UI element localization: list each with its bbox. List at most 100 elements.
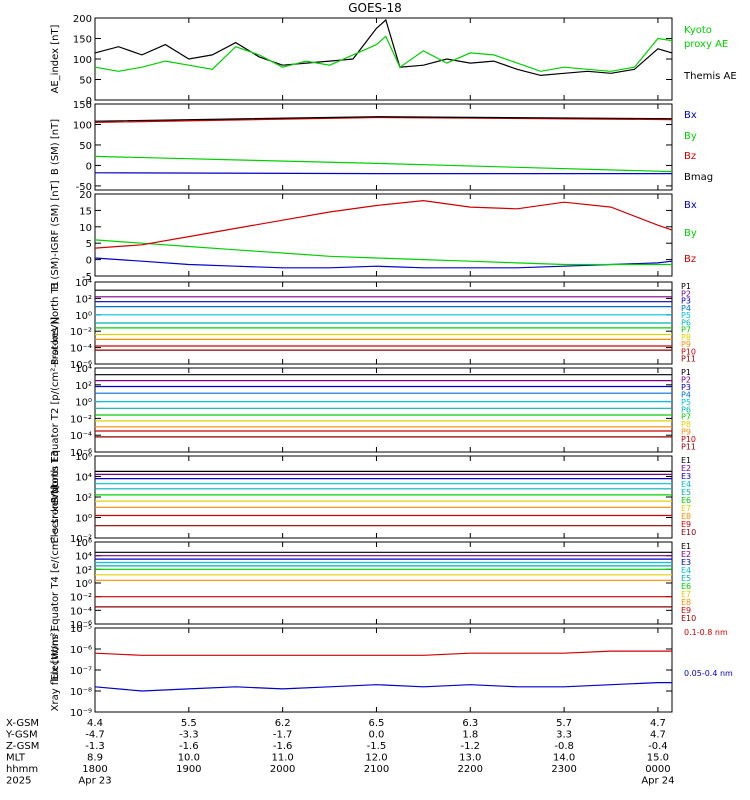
row-value: 4.7 bbox=[650, 718, 666, 729]
series-line bbox=[94, 257, 673, 269]
legend-entry: Bmag bbox=[684, 172, 713, 183]
legend-entry: E1 bbox=[681, 542, 691, 551]
legend-entry: By bbox=[684, 228, 697, 239]
row-value: 12.0 bbox=[365, 753, 387, 764]
row-value: 1800 bbox=[82, 764, 107, 775]
row-label: hhmm bbox=[6, 764, 38, 775]
legend-entry: E7 bbox=[681, 590, 691, 599]
y-tick-label: 15 bbox=[79, 206, 92, 217]
row-value: 2000 bbox=[270, 764, 295, 775]
y-tick-label: 5 bbox=[86, 239, 92, 250]
legend-entry: E4 bbox=[681, 480, 691, 489]
series-line bbox=[94, 35, 673, 72]
row-value: 2200 bbox=[458, 764, 483, 775]
y-tick-label: 10⁻⁴ bbox=[70, 606, 92, 617]
legend-entry: 0.05-0.4 nm bbox=[684, 669, 733, 678]
y-axis-label: Electrons Equator T4 [e/(cm²-s-sr-keV)] bbox=[50, 485, 61, 680]
y-tick-label: 0 bbox=[86, 256, 92, 267]
row-value: 4.7 bbox=[650, 730, 666, 741]
y-tick-label: 10⁻⁶ bbox=[70, 360, 92, 371]
row-value: 5.5 bbox=[181, 718, 197, 729]
y-tick-label: 10⁻⁶ bbox=[70, 620, 92, 631]
row-value: 1.8 bbox=[462, 730, 478, 741]
y-tick-label: 200 bbox=[73, 14, 92, 25]
legend-entry: E2 bbox=[681, 550, 691, 559]
y-tick-label: 10² bbox=[75, 565, 92, 576]
y-tick-label: 10⁻² bbox=[70, 593, 92, 604]
series-line bbox=[94, 116, 673, 123]
y-axis-label: Protons North T1 bbox=[50, 281, 61, 365]
y-tick-label: 10⁶ bbox=[75, 538, 92, 549]
row-value: 2100 bbox=[364, 764, 389, 775]
legend-entry: E3 bbox=[681, 472, 691, 481]
row-value: -4.7 bbox=[85, 730, 105, 741]
panel-frame bbox=[94, 103, 673, 191]
y-tick-label: 0 bbox=[86, 161, 92, 172]
legend-entry: P1 bbox=[681, 282, 691, 291]
legend-entry: Bz bbox=[684, 151, 696, 162]
legend-entry: E6 bbox=[681, 496, 691, 505]
row-value: 0000 bbox=[645, 764, 670, 775]
legend-entry: P8 bbox=[681, 333, 691, 342]
row-value: 6.3 bbox=[462, 718, 478, 729]
legend-entry: P11 bbox=[681, 443, 696, 452]
legend-entry: proxy AE bbox=[684, 39, 728, 50]
y-tick-label: -5 bbox=[82, 272, 92, 283]
y-tick-label: 10⁻⁷ bbox=[70, 666, 92, 677]
panel-frame bbox=[94, 541, 673, 625]
y-tick-label: 10⁴ bbox=[75, 473, 92, 484]
legend-entry: P7 bbox=[681, 413, 691, 422]
series-line bbox=[94, 239, 672, 266]
row-value: 4.4 bbox=[87, 718, 103, 729]
y-tick-label: 10⁰ bbox=[75, 398, 92, 409]
y-tick-label: 10² bbox=[75, 381, 92, 392]
y-tick-label: 10² bbox=[75, 294, 92, 305]
row-label: X-GSM bbox=[6, 718, 39, 729]
y-tick-label: 10⁻⁸ bbox=[70, 687, 92, 698]
y-tick-label: 10⁶ bbox=[75, 452, 92, 463]
y-tick-label: 10⁻⁶ bbox=[70, 645, 92, 656]
row-value: -0.4 bbox=[648, 741, 668, 752]
y-axis-label: B (SM)-IGRF (SM) [nT] bbox=[50, 180, 61, 289]
row-label: 2025 bbox=[6, 776, 31, 787]
legend-entry: E5 bbox=[681, 574, 691, 583]
legend-entry: P10 bbox=[681, 435, 696, 444]
y-tick-label: 50 bbox=[79, 76, 92, 87]
legend-entry: P6 bbox=[681, 405, 691, 414]
panel-frame bbox=[94, 367, 673, 453]
row-value: 11.0 bbox=[272, 753, 294, 764]
row-value: 8.9 bbox=[87, 753, 103, 764]
row-value: Apr 24 bbox=[641, 776, 674, 787]
y-tick-label: 150 bbox=[73, 35, 92, 46]
legend-entry: E3 bbox=[681, 558, 691, 567]
legend-entry: P4 bbox=[681, 390, 691, 399]
row-label: Z-GSM bbox=[6, 741, 39, 752]
row-value: 6.5 bbox=[369, 718, 385, 729]
legend-entry: Kyoto bbox=[684, 25, 712, 36]
y-tick-label: 10⁰ bbox=[75, 579, 92, 590]
row-value: 1900 bbox=[176, 764, 201, 775]
row-value: 15.0 bbox=[647, 753, 669, 764]
series-line bbox=[94, 681, 672, 692]
legend-entry: E9 bbox=[681, 606, 691, 615]
legend-entry: Bx bbox=[684, 200, 697, 211]
row-value: -1.6 bbox=[179, 741, 199, 752]
row-label: Y-GSM bbox=[5, 730, 38, 741]
legend-entry: P9 bbox=[681, 428, 691, 437]
row-value: -1.7 bbox=[273, 730, 293, 741]
row-value: 13.0 bbox=[459, 753, 481, 764]
legend-entry: P3 bbox=[681, 297, 691, 306]
y-tick-label: 100 bbox=[73, 120, 92, 131]
panel-frame bbox=[94, 193, 673, 277]
legend-entry: P2 bbox=[681, 375, 691, 384]
row-value: -0.8 bbox=[554, 741, 574, 752]
y-tick-label: 10⁻⁶ bbox=[70, 448, 92, 459]
legend-entry: 0.1-0.8 nm bbox=[684, 628, 728, 637]
row-value: 14.0 bbox=[553, 753, 575, 764]
legend-entry: E4 bbox=[681, 566, 691, 575]
y-tick-label: 10⁰ bbox=[75, 311, 92, 322]
row-value: -1.3 bbox=[85, 741, 105, 752]
row-value: 0.0 bbox=[369, 730, 385, 741]
legend-entry: Themis AE bbox=[683, 71, 737, 82]
